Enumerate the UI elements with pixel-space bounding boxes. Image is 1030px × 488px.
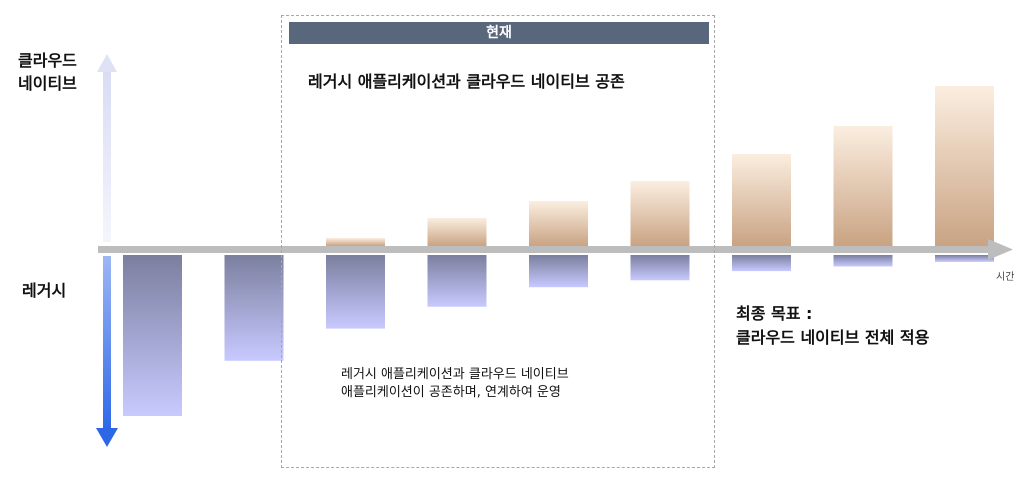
up-arrow-icon [97, 54, 117, 242]
cloud-bar-5 [529, 201, 588, 246]
legacy-bar-5 [529, 255, 588, 288]
down-arrow-icon [96, 256, 118, 447]
legacy-bar-2 [224, 255, 284, 361]
current-section-header: 현재 [289, 22, 709, 44]
coexist-description-line-1: 레거시 애플리케이션과 클라우드 네이티브 [341, 367, 569, 382]
coexist-title: 레거시 애플리케이션과 클라우드 네이티브 공존 [308, 72, 625, 91]
cloud-bar-3 [326, 238, 385, 246]
cloud-bar-6 [630, 181, 690, 246]
cloud-bar-9 [935, 86, 994, 246]
y-axis-bottom-label: 레거시 [22, 281, 67, 300]
current-section-box [281, 15, 715, 468]
legacy-bar-6 [630, 255, 690, 281]
legacy-bar-9 [935, 255, 994, 262]
coexist-description: 레거시 애플리케이션과 클라우드 네이티브 애플리케이션이 공존하며, 연계하여… [341, 366, 569, 402]
legacy-bar-7 [732, 255, 791, 272]
x-axis-label: 시간 [996, 272, 1015, 283]
cloud-bar-8 [833, 126, 893, 246]
legacy-bar-4 [427, 255, 487, 307]
legacy-bar-3 [326, 255, 385, 329]
y-axis-top-label-line-1: 클라우드 [18, 51, 77, 70]
time-axis-arrow-icon [98, 239, 1013, 260]
coexist-description-line-2: 애플리케이션이 공존하며, 연계하여 운영 [341, 385, 561, 400]
bar-group [123, 86, 994, 416]
goal-description: 클라우드 네이티브 전체 적용 [736, 328, 930, 347]
goal-title: 최종 목표 : [736, 304, 813, 323]
y-axis-top-label-line-2: 네이티브 [18, 74, 77, 93]
legacy-bar-1 [123, 255, 182, 416]
cloud-bar-7 [732, 154, 791, 246]
legacy-bar-8 [833, 255, 893, 267]
cloud-bar-4 [427, 218, 487, 246]
